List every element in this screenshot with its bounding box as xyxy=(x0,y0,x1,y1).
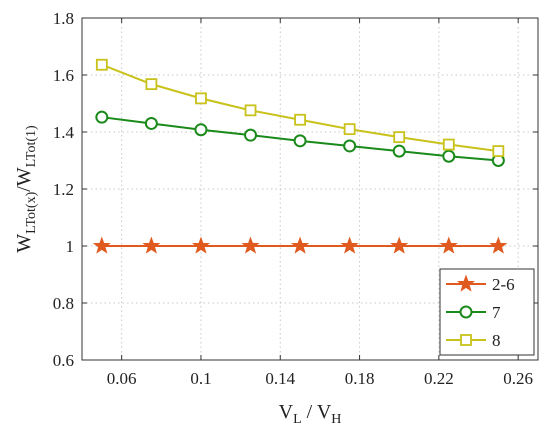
data-point xyxy=(145,78,158,91)
data-point xyxy=(144,116,158,130)
legend-marker xyxy=(459,305,473,319)
data-point xyxy=(392,144,406,158)
legend-label: 8 xyxy=(492,331,501,350)
legend-item: 8 xyxy=(446,331,501,350)
y-tick-label: 1.2 xyxy=(53,180,74,199)
y-tick-label: 1.8 xyxy=(53,9,74,28)
axis-ticks: 0.06 0.1 0.14 0.18 0.22 0.26 0.6 0.8 1 1.2 1.4 1.6 1… xyxy=(53,9,538,388)
data-point xyxy=(195,92,207,105)
y-tick-label: 0.8 xyxy=(53,294,74,313)
data-point xyxy=(442,149,456,163)
data-point xyxy=(241,236,260,254)
x-tick-label: 0.14 xyxy=(265,369,295,388)
data-point xyxy=(244,128,258,142)
data-point xyxy=(340,236,359,254)
y-tick-label: 1 xyxy=(66,237,75,256)
series-1 xyxy=(92,236,508,254)
data-point xyxy=(489,236,508,254)
data-point xyxy=(293,134,307,148)
data-point xyxy=(294,113,306,126)
legend-item: 7 xyxy=(446,303,501,322)
data-point xyxy=(291,236,310,254)
y-tick-label: 0.6 xyxy=(53,351,74,370)
legend-item: 2-6 xyxy=(446,274,515,294)
y-tick-label: 1.6 xyxy=(53,66,74,85)
data-point xyxy=(95,58,108,71)
data-point xyxy=(194,123,208,137)
legend: 2-6 7 8 xyxy=(439,268,535,356)
data-point xyxy=(492,145,505,157)
y-tick-label: 1.4 xyxy=(53,123,75,142)
data-point xyxy=(95,110,109,124)
series-layer xyxy=(92,58,508,254)
y-axis-label: WLTot(x)/WLTot(1) xyxy=(13,125,39,253)
data-point xyxy=(142,236,161,254)
x-tick-label: 0.18 xyxy=(345,369,375,388)
x-tick-label: 0.06 xyxy=(107,369,137,388)
x-tick-label: 0.22 xyxy=(424,369,454,388)
x-tick-label: 0.26 xyxy=(503,369,533,388)
legend-label: 7 xyxy=(492,303,501,322)
data-point xyxy=(439,236,458,254)
x-axis-label: VL / VH xyxy=(279,401,342,427)
x-tick-label: 0.1 xyxy=(190,369,211,388)
legend-marker xyxy=(460,334,472,346)
legend-label: 2-6 xyxy=(492,275,515,294)
data-point xyxy=(92,236,111,254)
data-point xyxy=(343,123,356,136)
series-3 xyxy=(95,58,505,157)
data-point xyxy=(390,236,409,254)
series-2 xyxy=(95,110,505,167)
data-point xyxy=(343,139,357,153)
legend-marker xyxy=(456,274,476,292)
data-point xyxy=(244,104,257,117)
data-point xyxy=(191,236,210,254)
data-point xyxy=(442,138,455,151)
data-point xyxy=(393,131,406,144)
